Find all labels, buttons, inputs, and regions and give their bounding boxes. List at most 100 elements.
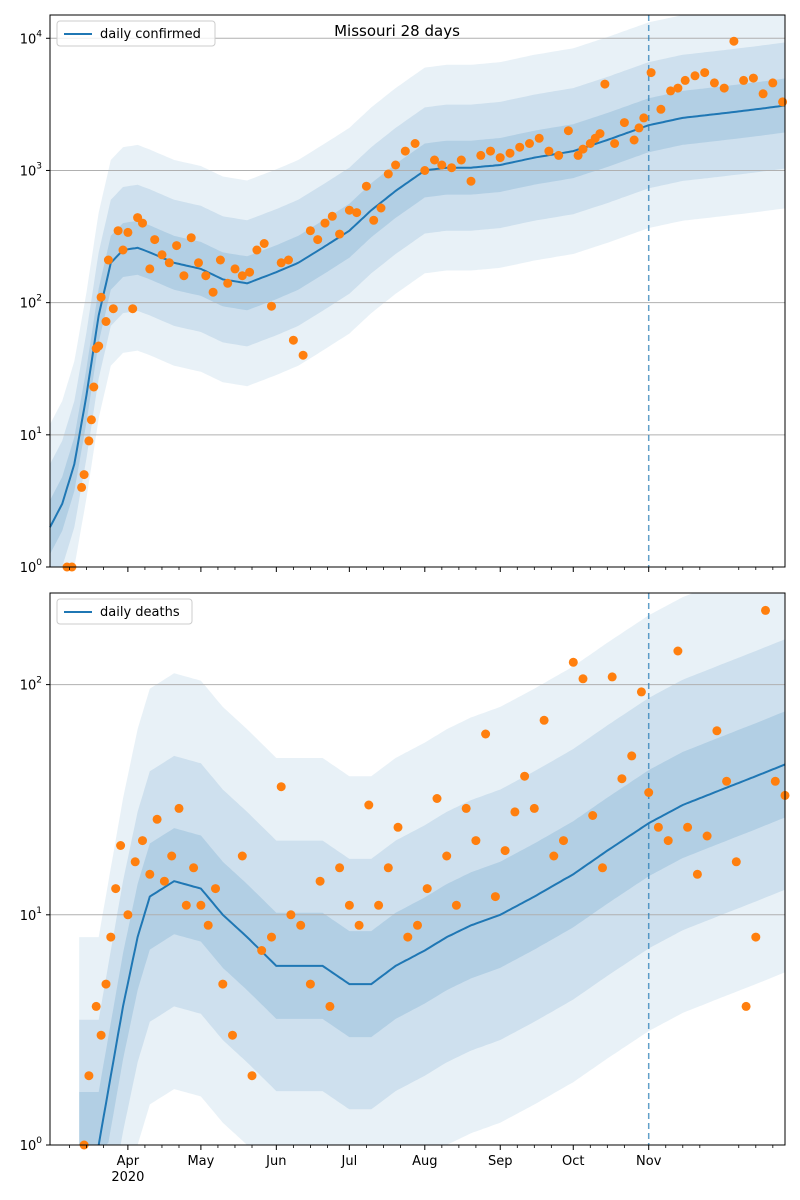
observed-point [719,83,729,93]
observed-point [410,139,420,148]
x-tick-label: Nov [636,1154,662,1169]
y-tick-exponent: 1 [36,906,42,916]
observed-point [461,803,471,813]
observed-point [267,932,276,942]
legend-2-label: daily deaths [100,605,180,620]
observed-point [128,304,138,314]
y-tick-exponent: 0 [36,558,42,568]
panel-2-grid [50,684,785,916]
observed-point [529,803,539,813]
observed-point [629,135,639,145]
observed-point [96,1030,106,1040]
observed-point [196,900,206,910]
x-year-label: 2020 [111,1170,144,1185]
median-line [97,763,786,1146]
observed-point [181,900,191,910]
observed-point [578,674,588,684]
observed-point [86,415,96,425]
observed-point [344,900,354,910]
observed-point [761,605,770,615]
observed-point [430,155,439,165]
observed-point [172,241,182,251]
y-tick-exponent: 3 [36,161,42,171]
observed-point [218,979,228,989]
panel-1-series [49,15,788,572]
observed-point [500,846,510,856]
observed-point [739,75,749,85]
observed-point [186,233,196,243]
observed-point [619,118,629,128]
observed-point [179,271,189,281]
legend-deaths: daily deaths [56,598,193,625]
y-tick-exponent: 2 [36,676,42,686]
observed-point [344,205,354,215]
observed-point [189,863,199,873]
observed-point [646,68,656,78]
observed-point [751,932,761,942]
observed-point [286,910,296,920]
observed-point [636,687,646,697]
observed-point [84,436,94,446]
observed-point [680,75,690,85]
y-tick-exponent: 2 [36,294,42,304]
observed-point [335,863,345,873]
legend-2-box [56,598,193,625]
observed-point [159,876,169,886]
observed-point [391,160,401,170]
observed-point [400,146,410,156]
observed-point [673,646,683,656]
observed-point [702,831,712,841]
observed-point [768,78,778,88]
observed-point [578,144,588,154]
observed-point [298,350,308,360]
panel-1-xticks [69,567,774,572]
observed-point [563,126,573,136]
observed-point [276,258,286,268]
observed-point [748,73,758,83]
observed-point [361,181,371,191]
observed-point [393,822,403,832]
observed-point [673,83,683,93]
observed-point [101,317,111,326]
observed-point [313,235,323,245]
observed-point [276,782,286,792]
observed-point [758,89,768,99]
observed-point [118,245,128,255]
observed-point [305,979,315,989]
observed-point [709,78,719,88]
observed-point [288,335,298,345]
y-tick-exponent: 4 [36,29,42,39]
observed-point [237,851,247,861]
legend-1-label: daily confirmed [100,27,201,42]
observed-point [573,150,583,160]
observed-point [568,657,578,667]
observed-point [111,884,121,894]
observed-point [770,776,780,786]
observed-point [683,822,693,832]
panel-1-frame [49,14,786,568]
observed-point [91,1001,101,1011]
observed-point [663,836,673,846]
y-tick-exponent: 0 [36,1136,42,1146]
observed-point [157,250,167,260]
observed-point [692,869,702,879]
observed-point [374,900,384,910]
observed-point [495,153,505,163]
observed-point [534,133,544,143]
observed-point [369,215,379,225]
observed-point [284,255,293,265]
observed-point [456,155,466,165]
x-tick-label: Apr [117,1154,140,1169]
observed-point [123,910,133,920]
observed-point [230,264,240,274]
uncertainty-band-3 [79,711,785,1145]
observed-point [364,800,374,810]
observed-point [644,788,654,797]
observed-point [627,751,637,761]
uncertainty-band-2 [79,639,785,1145]
x-tick-label: Aug [412,1154,437,1169]
observed-point [145,264,155,274]
observed-point [413,920,422,930]
